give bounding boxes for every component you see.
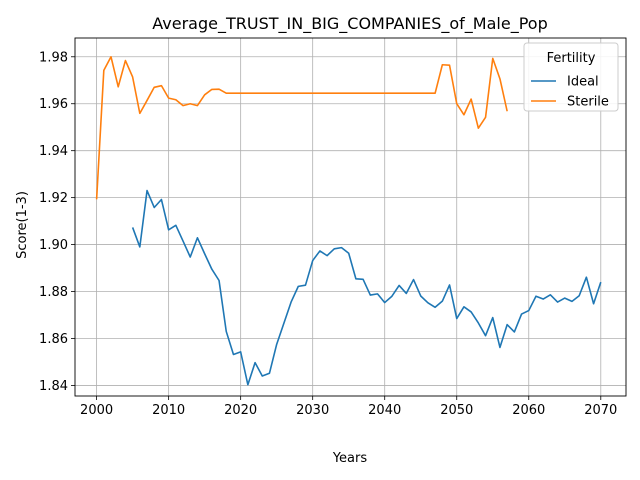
legend-items: Ideal Sterile [531, 75, 609, 110]
y-tick-label: 1.84 [39, 379, 68, 394]
x-tick-label: 2040 [368, 403, 401, 418]
y-tick-label: 1.86 [39, 332, 68, 347]
x-tick-label: 2020 [224, 403, 257, 418]
y-tick-label: 1.88 [39, 285, 68, 300]
y-axis-ticks: 1.84 1.86 1.88 1.90 1.92 1.94 1.96 1.98 [39, 50, 75, 394]
y-axis-label: Score(1-3) [15, 191, 30, 259]
legend-label-ideal: Ideal [567, 75, 599, 90]
y-tick-label: 1.96 [39, 97, 68, 112]
legend-box [523, 42, 619, 112]
x-tick-label: 2060 [512, 403, 545, 418]
y-tick-label: 1.92 [39, 191, 68, 206]
legend-title: Fertility [547, 51, 596, 66]
x-tick-label: 2050 [440, 403, 473, 418]
y-tick-label: 1.90 [39, 238, 68, 253]
y-tick-label: 1.94 [39, 144, 68, 159]
chart-title: Average_TRUST_IN_BIG_COMPANIES_of_Male_P… [152, 14, 547, 34]
legend-label-sterile: Sterile [567, 95, 609, 110]
x-tick-label: 2030 [296, 403, 329, 418]
plot-frame [74, 37, 627, 397]
x-axis-label: Years [332, 451, 368, 466]
y-tick-label: 1.98 [39, 50, 68, 65]
x-tick-label: 2010 [152, 403, 185, 418]
x-tick-label: 2070 [584, 403, 617, 418]
series-lines [95, 55, 602, 386]
legend: Fertility Ideal Sterile [523, 42, 619, 112]
x-tick-label: 2000 [80, 403, 113, 418]
series-line-sterile [95, 55, 508, 200]
x-axis-ticks: 2000 2010 2020 2030 2040 2050 2060 2070 [80, 396, 617, 418]
series-line-ideal [131, 189, 602, 386]
